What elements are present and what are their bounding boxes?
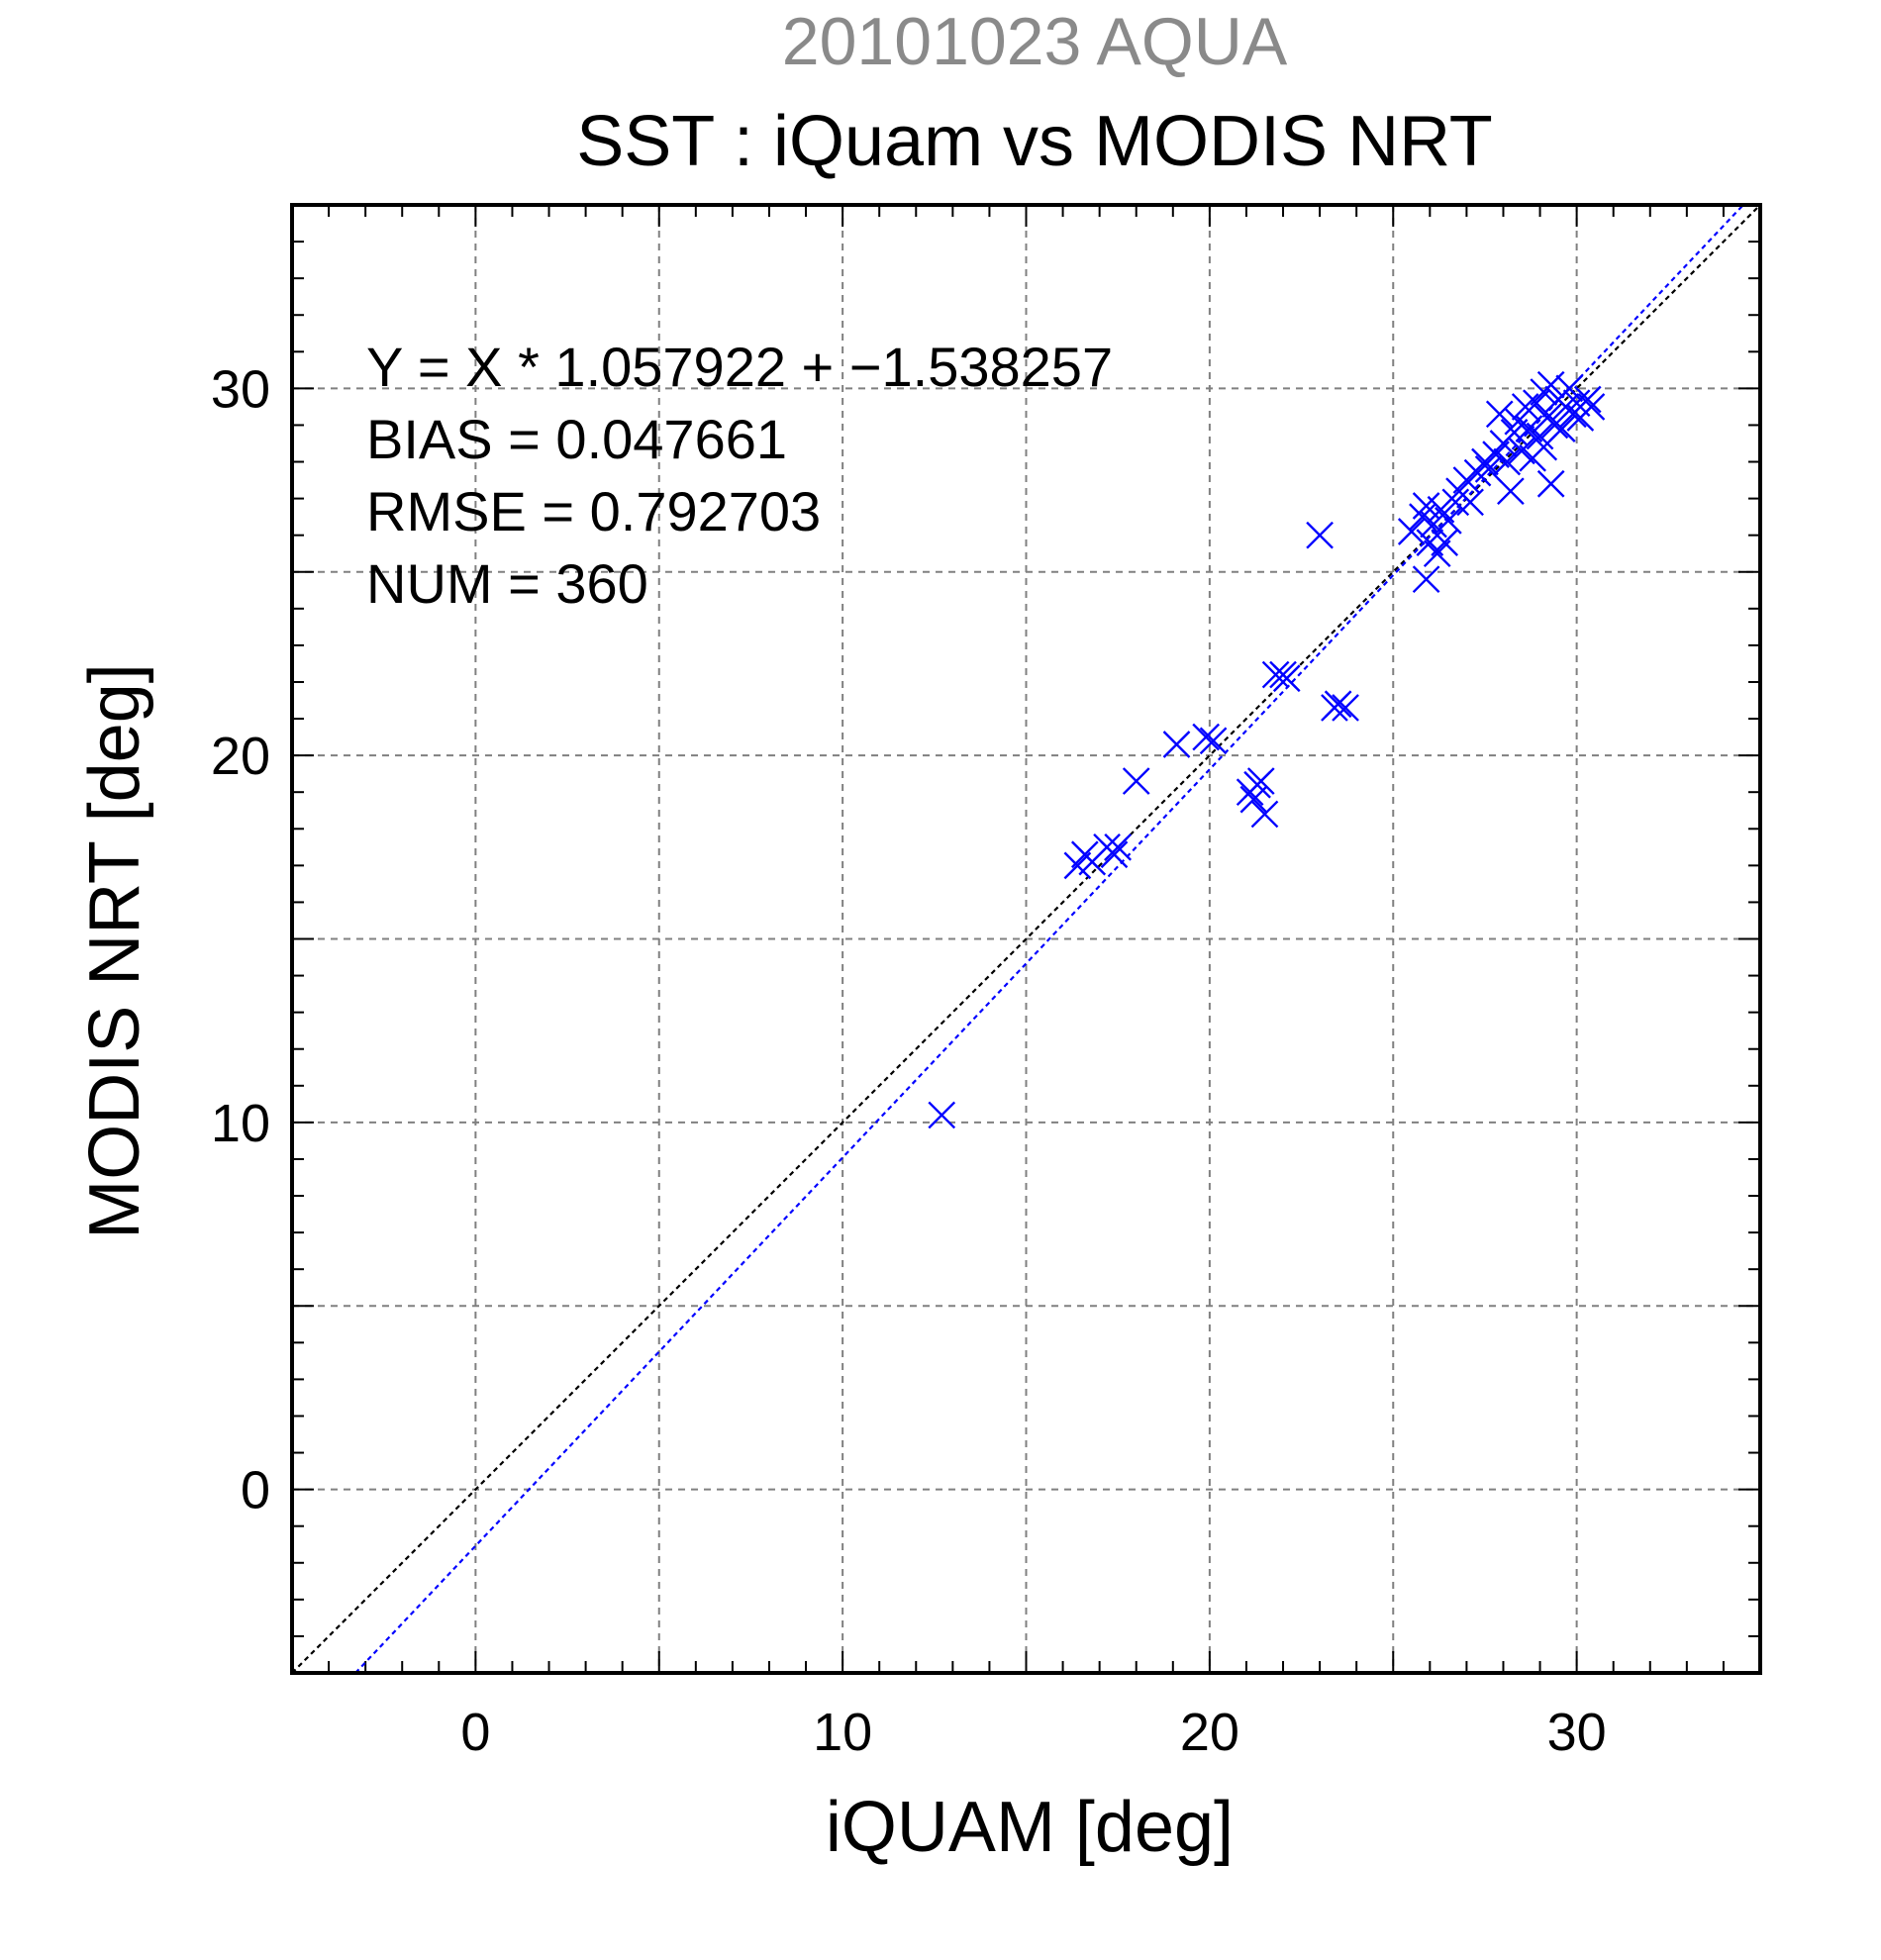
stats-annotation: Y = X * 1.057922 + −1.538257 BIAS = 0.04… xyxy=(366,336,1113,615)
x-tick-label: 10 xyxy=(813,1703,872,1762)
data-point xyxy=(1573,385,1602,414)
data-point xyxy=(1577,393,1606,421)
data-point xyxy=(1250,800,1279,829)
data-point xyxy=(928,1101,956,1129)
data-point xyxy=(1540,411,1569,440)
data-point xyxy=(1397,518,1426,545)
data-point xyxy=(1536,469,1565,498)
y-axis-title: MODIS NRT [deg] xyxy=(75,663,154,1239)
data-point xyxy=(1100,840,1129,869)
data-point xyxy=(1497,477,1525,506)
y-tick-labels: 0 10 20 30 xyxy=(211,359,270,1519)
data-point xyxy=(1412,565,1440,594)
fit-equation: Y = X * 1.057922 + −1.538257 xyxy=(366,336,1113,398)
data-point xyxy=(1485,400,1514,429)
data-point xyxy=(1306,521,1334,549)
data-point xyxy=(1272,664,1301,693)
chart-date-title: 20101023 AQUA xyxy=(782,4,1288,79)
plot-frame xyxy=(290,203,1762,1675)
identity-line xyxy=(291,204,1761,1674)
y-tick-label: 20 xyxy=(211,727,270,786)
data-point xyxy=(1536,370,1565,399)
data-point xyxy=(1104,833,1133,861)
x-tick-label: 0 xyxy=(460,1703,490,1762)
y-tick-label: 30 xyxy=(211,359,270,419)
x-axis-title: iQUAM [deg] xyxy=(826,1788,1234,1867)
bias-text: BIAS = 0.047661 xyxy=(366,408,787,470)
data-point xyxy=(1474,455,1503,483)
data-point xyxy=(1261,660,1290,689)
data-point xyxy=(1456,488,1484,517)
num-text: NUM = 360 xyxy=(366,552,648,615)
x-tick-label: 30 xyxy=(1547,1703,1607,1762)
data-point xyxy=(1493,447,1522,476)
x-tick-label: 20 xyxy=(1180,1703,1239,1762)
data-points xyxy=(928,370,1606,1129)
fit-line xyxy=(354,204,1744,1674)
chart-title: SST : iQuam vs MODIS NRT xyxy=(576,102,1493,181)
data-point xyxy=(1246,767,1275,795)
x-tick-labels: 0 10 20 30 xyxy=(460,1703,1606,1762)
y-tick-label: 0 xyxy=(241,1461,270,1520)
data-point xyxy=(1555,374,1584,403)
data-point xyxy=(1324,690,1352,719)
data-point xyxy=(1199,727,1228,755)
rmse-text: RMSE = 0.792703 xyxy=(366,480,821,542)
data-point xyxy=(1122,767,1150,795)
reference-lines xyxy=(291,204,1761,1674)
grid xyxy=(292,205,1760,1673)
data-point xyxy=(1332,694,1359,722)
data-point xyxy=(1192,723,1221,751)
data-point xyxy=(1162,731,1191,758)
y-tick-label: 10 xyxy=(211,1094,270,1153)
data-point xyxy=(1526,422,1554,450)
data-point xyxy=(1435,506,1462,535)
data-point xyxy=(1441,488,1470,517)
